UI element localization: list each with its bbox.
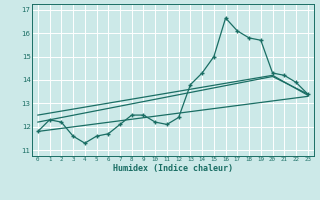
X-axis label: Humidex (Indice chaleur): Humidex (Indice chaleur)	[113, 164, 233, 173]
